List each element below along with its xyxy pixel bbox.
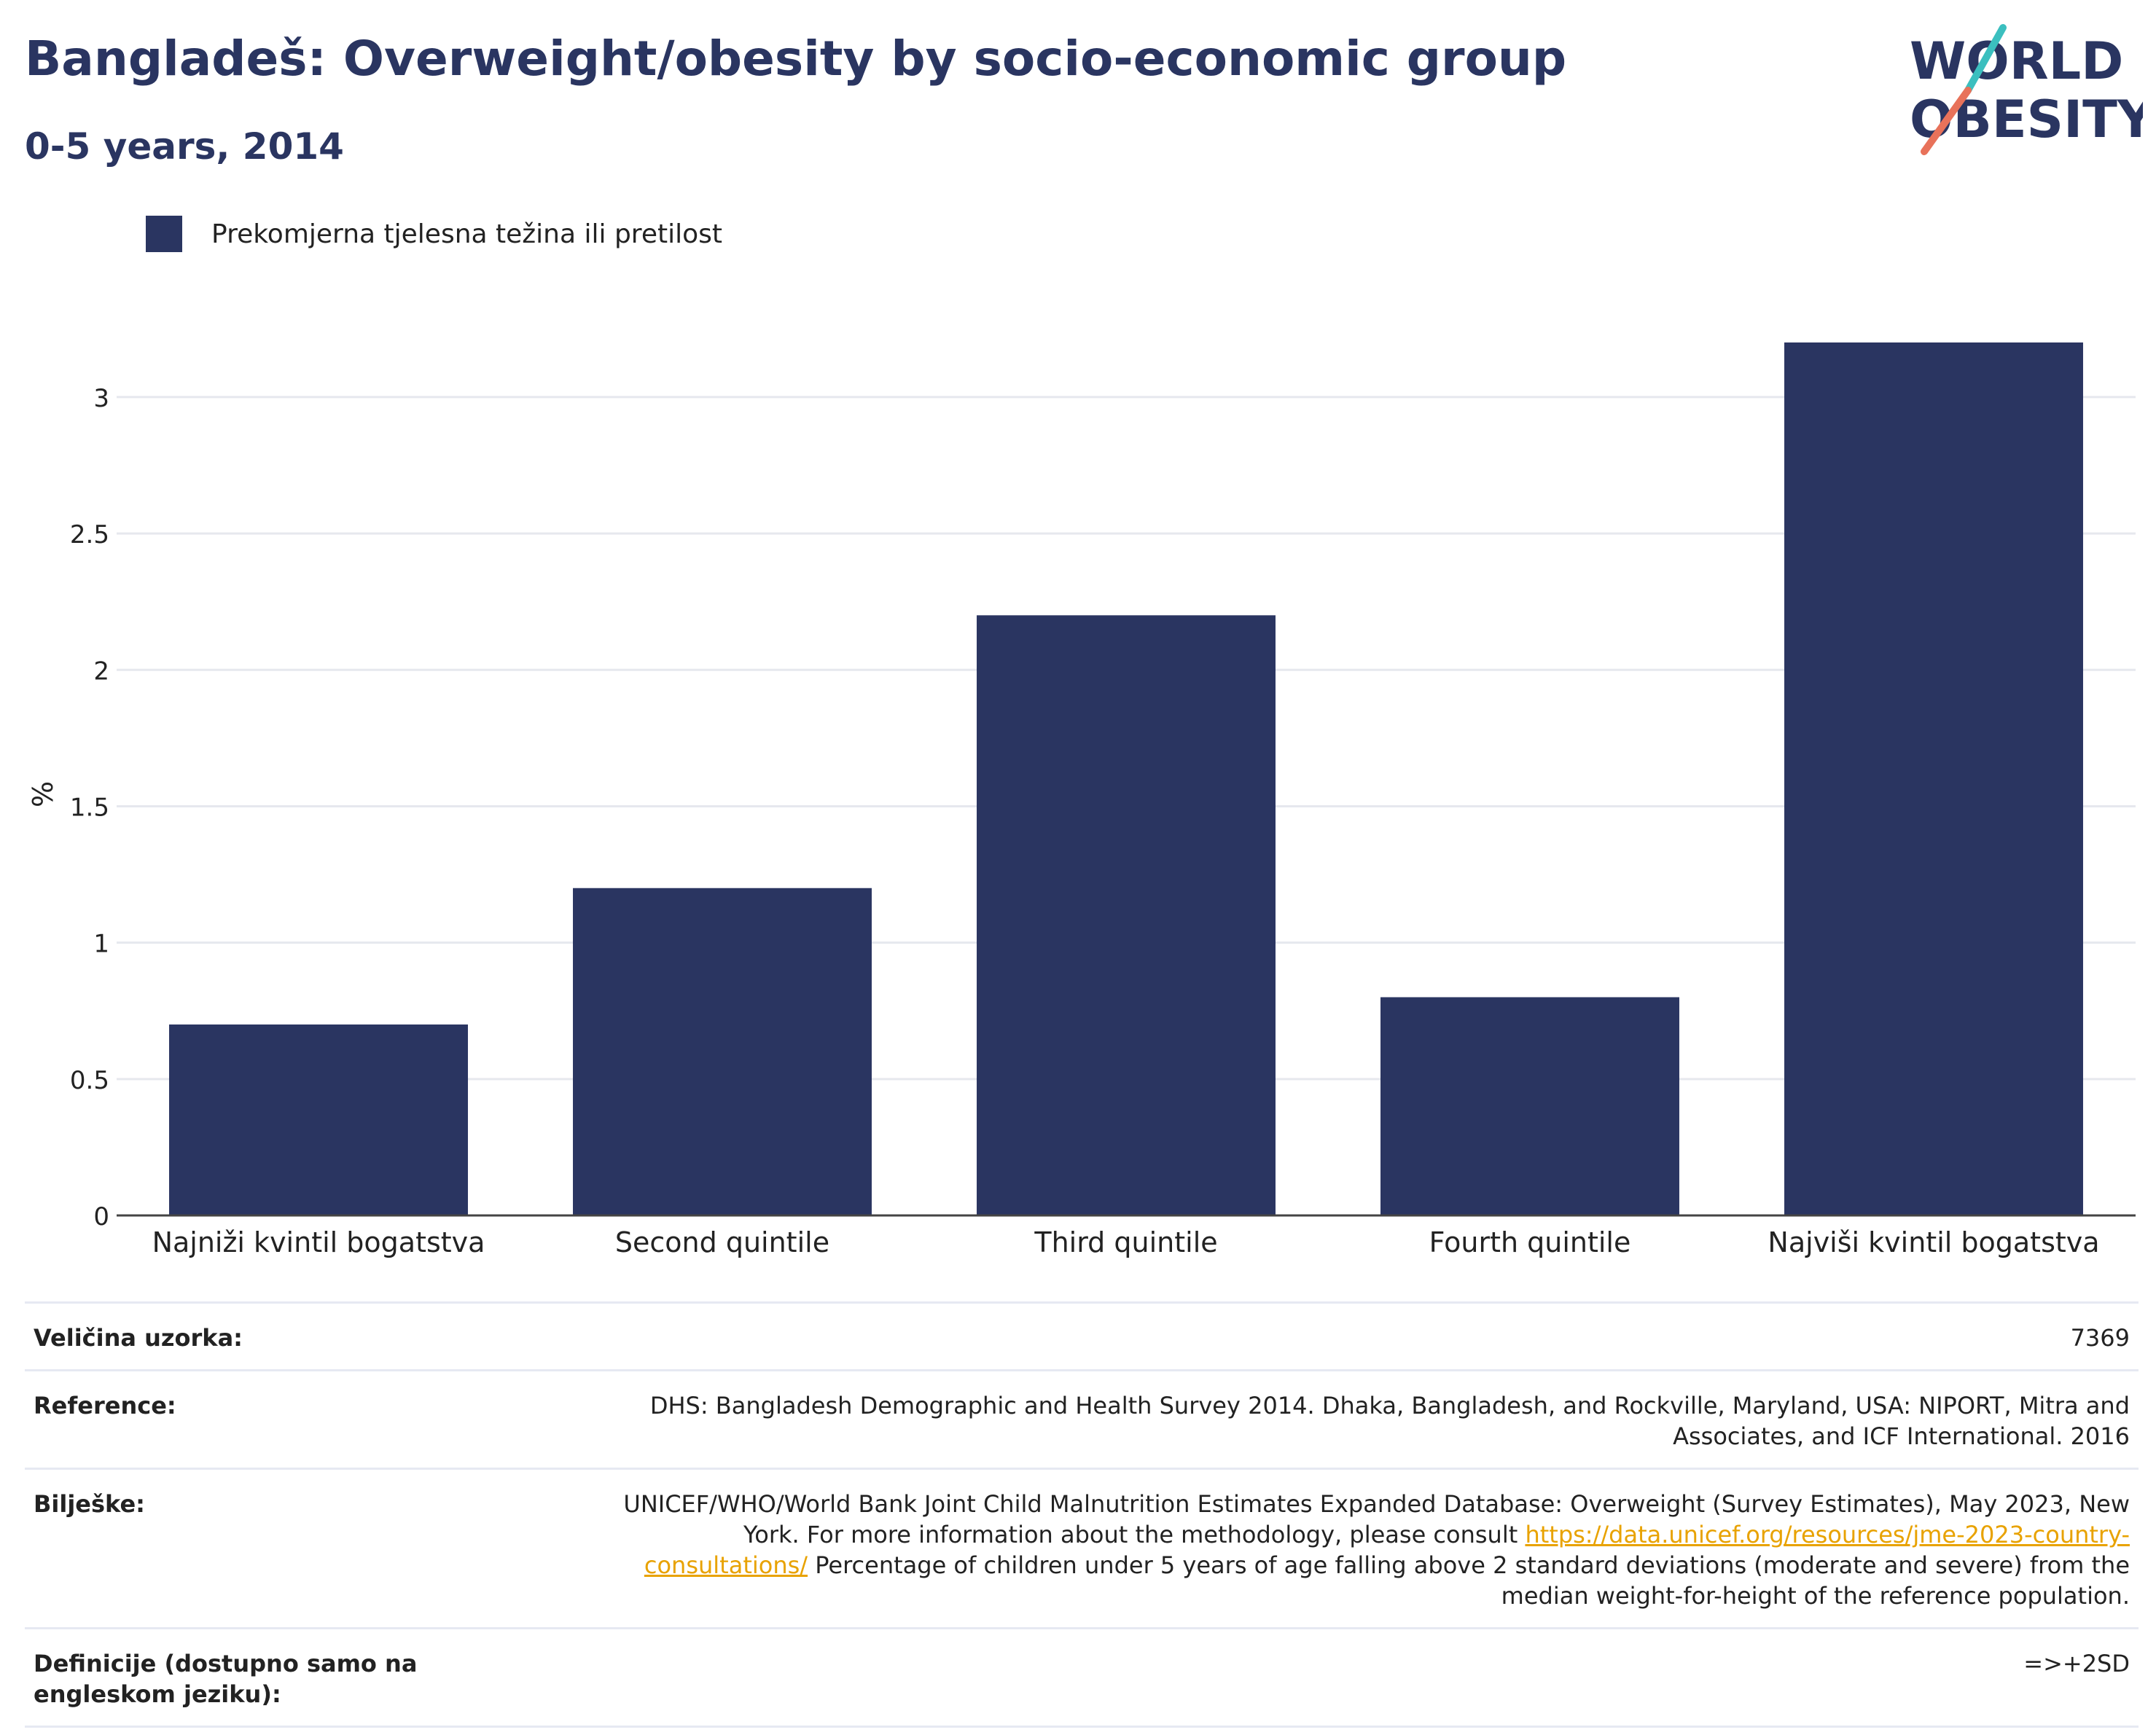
legend-label: Prekomjerna tjelesna težina ili pretilos… xyxy=(211,219,722,249)
bar-chart: 0 0.5 1 1.5 2 2.5 3 Najniži kvintil bogatstva S… xyxy=(27,342,2136,1258)
bar[interactable] xyxy=(573,888,872,1215)
info-row-notes: Bilješke: UNICEF/WHO/World Bank Joint Ch… xyxy=(25,1468,2139,1627)
definitions-value: =>+2SD xyxy=(2023,1650,2130,1677)
y-tick-label: 1 xyxy=(93,930,109,959)
bar[interactable] xyxy=(169,1024,468,1215)
info-row-definitions: Definicije (dostupno samo na engleskom j… xyxy=(25,1627,2139,1728)
bar[interactable] xyxy=(1784,342,2083,1215)
x-tick-label: Najviši kvintil bogatstva xyxy=(1768,1226,2099,1258)
bar[interactable] xyxy=(977,615,1276,1215)
y-tick-labels: 0 0.5 1 1.5 2 2.5 3 xyxy=(70,384,109,1231)
notes-text-2: Percentage of children under 5 years of … xyxy=(815,1551,2130,1610)
world-obesity-logo: WORLD OBESITY xyxy=(1910,24,2143,155)
x-tick-label: Fourth quintile xyxy=(1429,1226,1631,1258)
x-tick-label: Third quintile xyxy=(1034,1226,1217,1258)
bars xyxy=(169,342,2083,1215)
notes-text-1: UNICEF/WHO/World Bank Joint Child Malnut… xyxy=(623,1490,2130,1548)
definitions-label: Definicije (dostupno samo na engleskom j… xyxy=(34,1650,418,1708)
x-tick-label: Najniži kvintil bogatstva xyxy=(152,1226,485,1258)
info-row-reference: Reference: DHS: Bangladesh Demographic a… xyxy=(25,1369,2139,1468)
legend[interactable]: Prekomjerna tjelesna težina ili pretilos… xyxy=(146,216,722,252)
sample-size-label: Veličina uzorka: xyxy=(34,1324,243,1352)
y-tick-label: 0 xyxy=(93,1202,109,1231)
y-tick-label: 0.5 xyxy=(70,1066,109,1095)
legend-swatch xyxy=(146,216,182,252)
y-tick-label: 2.5 xyxy=(70,520,109,549)
notes-link[interactable]: https://data.unicef.org/resources/jme-20… xyxy=(644,1521,2130,1579)
info-table: Veličina uzorka: 7369 Reference: DHS: Ba… xyxy=(25,1301,2139,1728)
chart-subtitle: 0-5 years, 2014 xyxy=(25,125,344,168)
y-axis-label: % xyxy=(27,781,59,807)
sample-size-value: 7369 xyxy=(2070,1324,2130,1352)
x-tick-label: Second quintile xyxy=(615,1226,829,1258)
reference-label: Reference: xyxy=(34,1392,176,1419)
notes-label: Bilješke: xyxy=(34,1490,145,1518)
y-tick-label: 1.5 xyxy=(70,793,109,822)
info-row-sample-size: Veličina uzorka: 7369 xyxy=(25,1301,2139,1369)
chart-title: Bangladeš: Overweight/obesity by socio-e… xyxy=(25,31,1567,87)
notes-value: UNICEF/WHO/World Bank Joint Child Malnut… xyxy=(614,1489,2130,1611)
svg-text:WORLD: WORLD xyxy=(1910,31,2123,91)
reference-value: DHS: Bangladesh Demographic and Health S… xyxy=(649,1392,2130,1450)
bar[interactable] xyxy=(1380,997,1679,1216)
x-tick-labels: Najniži kvintil bogatstva Second quintile… xyxy=(152,1226,2100,1258)
y-tick-label: 3 xyxy=(93,384,109,413)
y-tick-label: 2 xyxy=(93,657,109,686)
